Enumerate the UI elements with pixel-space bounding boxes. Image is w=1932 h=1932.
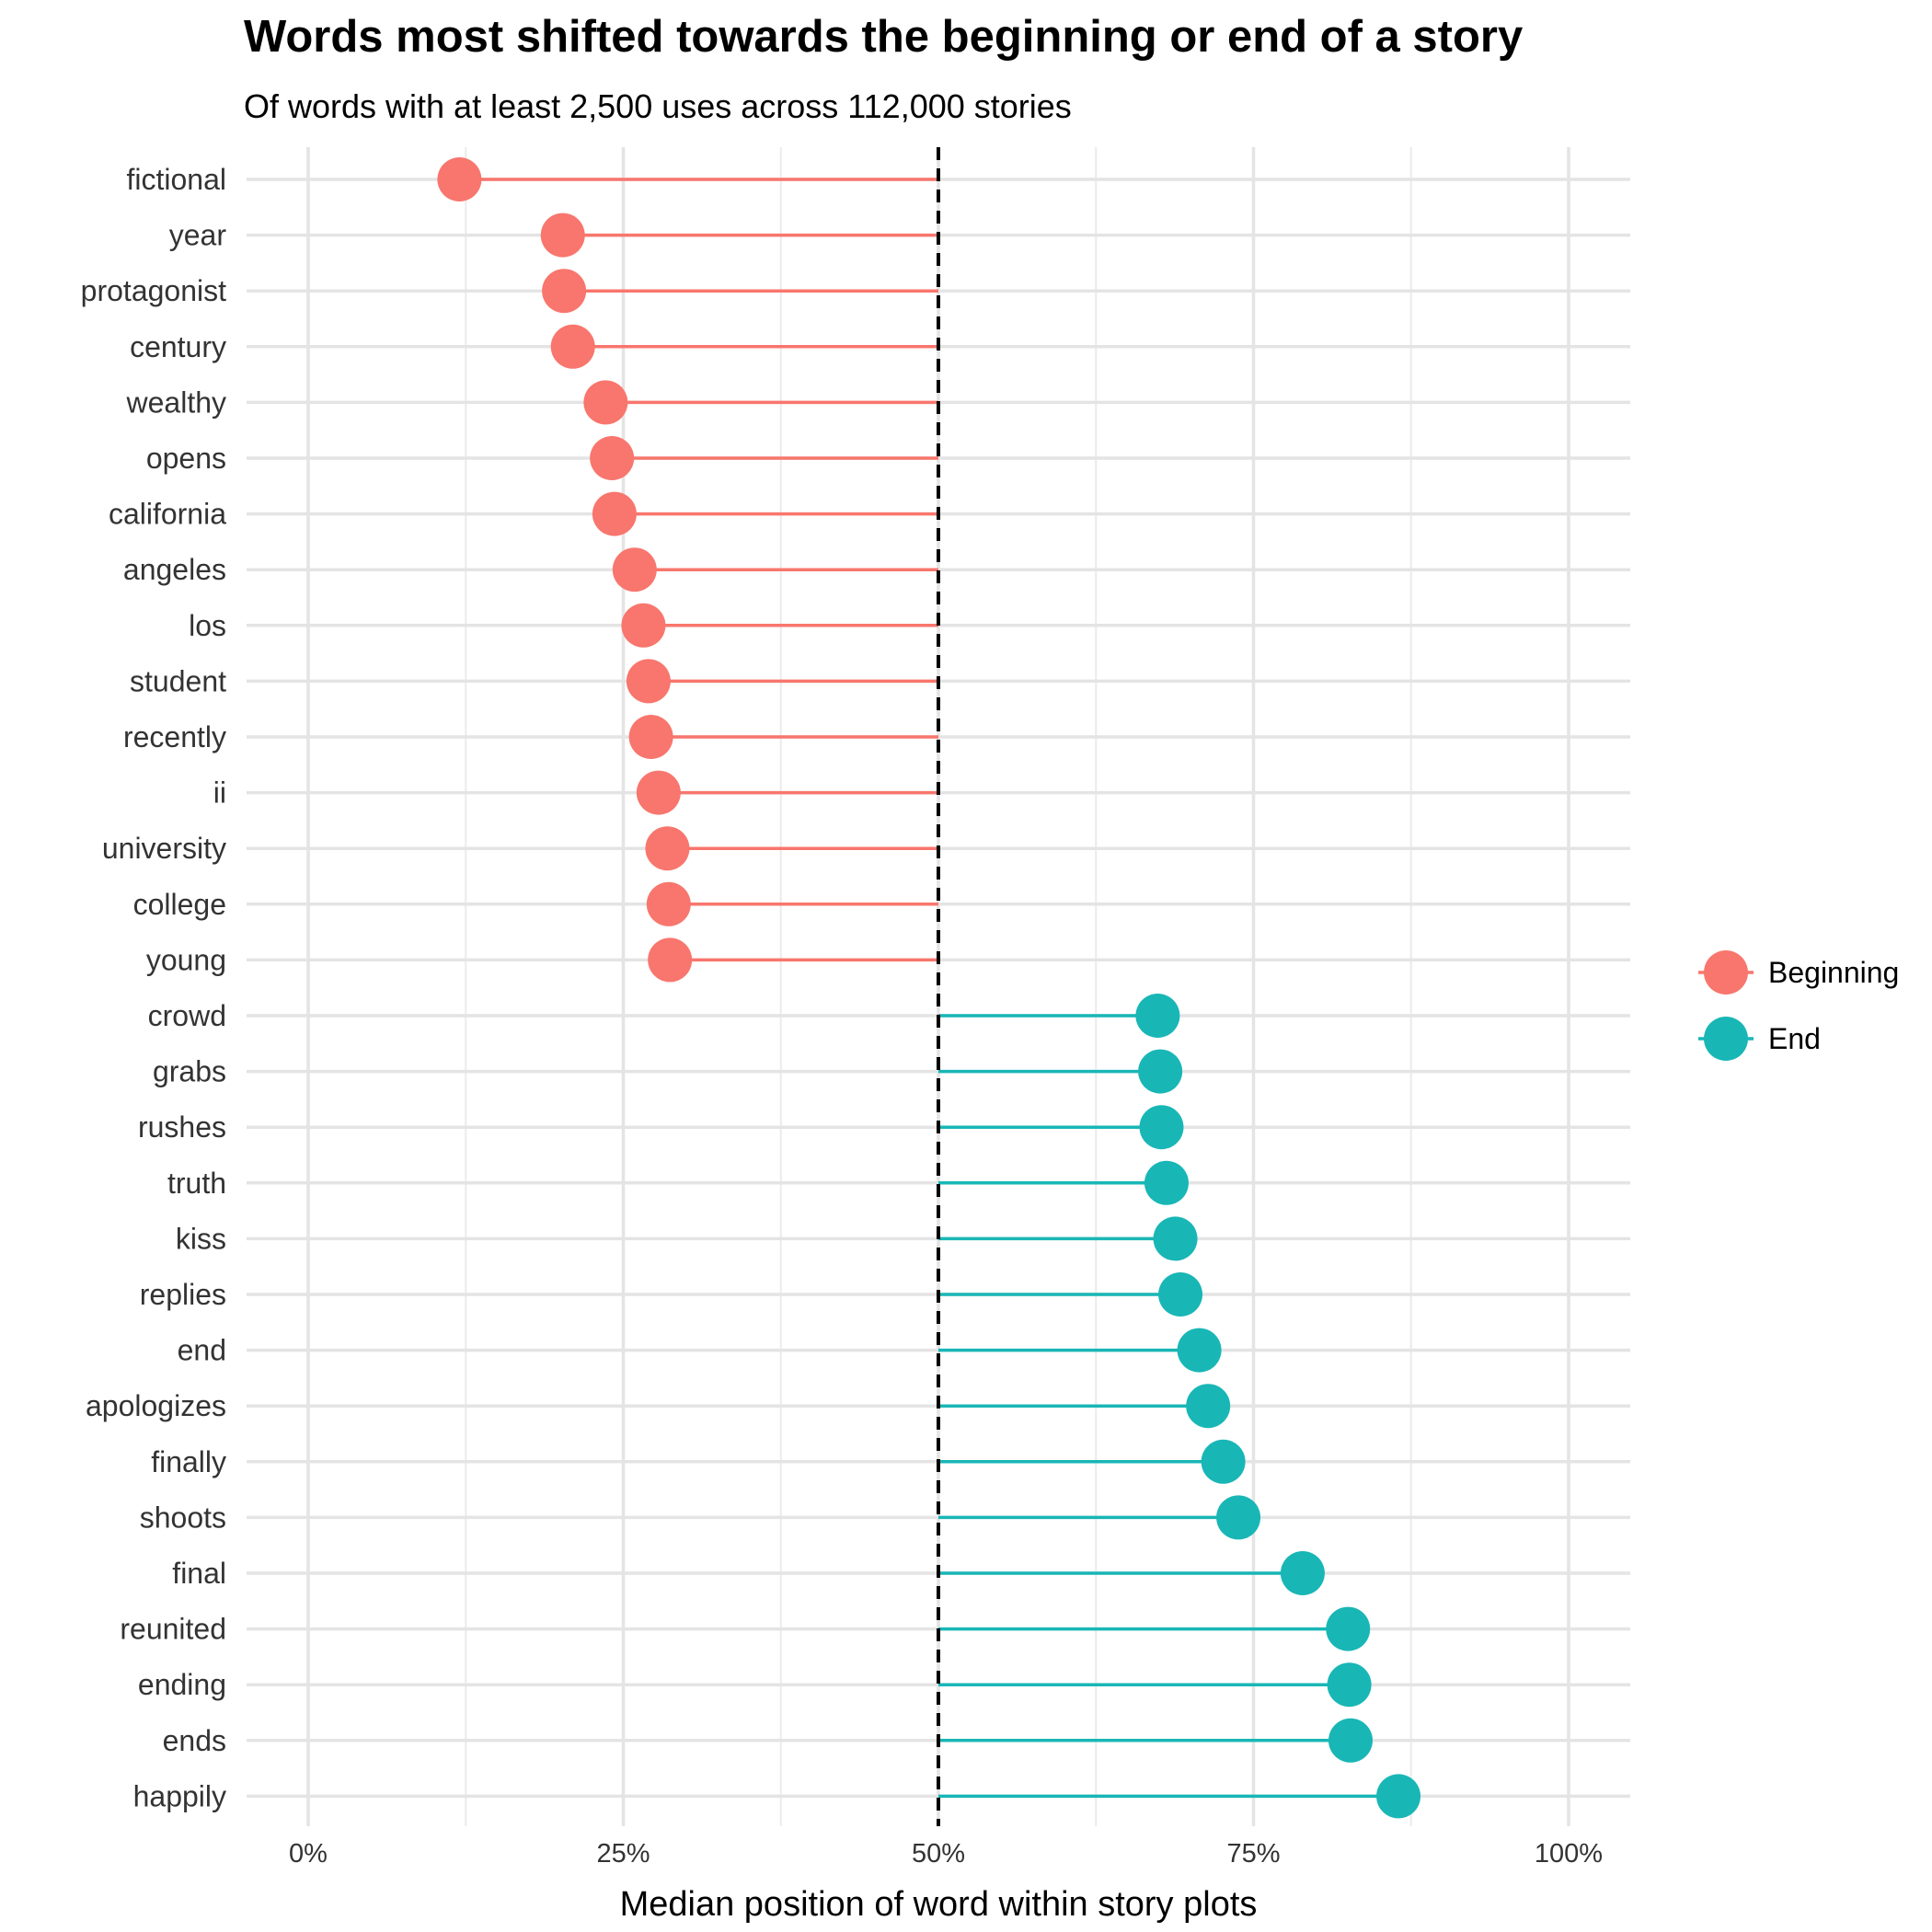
y-tick-label: student [130, 664, 226, 697]
y-tick-label: university [102, 832, 226, 865]
y-tick-label: protagonist [81, 274, 226, 307]
lollipop-dot [1158, 1272, 1203, 1317]
y-tick-label: college [133, 888, 226, 921]
lollipop-dot [645, 826, 690, 871]
y-tick-label: replies [140, 1278, 226, 1311]
y-tick-label: final [172, 1557, 226, 1590]
lollipop-dot [1139, 1105, 1184, 1150]
y-tick-label: truth [167, 1167, 226, 1200]
lollipop-dot [1144, 1160, 1189, 1205]
lollipop-dot [550, 324, 595, 369]
y-tick-label: end [178, 1334, 226, 1367]
lollipop-dot [1216, 1495, 1261, 1540]
lollipop-dot [590, 436, 635, 480]
lollipop-dot [437, 157, 482, 201]
x-tick-label: 50% [912, 1839, 965, 1869]
lollipop-dots [437, 157, 1421, 1819]
lollipop-dot [540, 213, 585, 258]
lollipop-dot [1135, 994, 1180, 1038]
legend-key-dot [1704, 950, 1748, 995]
x-tick-label: 100% [1535, 1839, 1603, 1869]
chart-subtitle: Of words with at least 2,500 uses across… [244, 87, 1072, 125]
x-axis-tick-labels: 0% 25% 50% 75% 100% [289, 1839, 1603, 1869]
lollipop-dot [1328, 1718, 1373, 1763]
y-tick-label: kiss [176, 1222, 226, 1255]
lollipop-dot [626, 659, 671, 704]
y-tick-label: century [130, 330, 226, 363]
y-tick-label: year [169, 219, 227, 252]
y-tick-label: california [109, 498, 226, 531]
y-tick-label: ii [213, 776, 226, 810]
y-tick-label: grabs [153, 1055, 226, 1088]
lollipop-dot [592, 491, 637, 536]
y-tick-label: angeles [123, 553, 226, 586]
y-tick-label: crowd [148, 999, 226, 1032]
lollipop-dot [612, 547, 657, 592]
y-tick-label: young [146, 943, 226, 976]
lollipop-dot [1138, 1049, 1183, 1094]
y-tick-label: ends [163, 1724, 226, 1757]
lollipop-dot [628, 715, 673, 759]
y-tick-label: opens [146, 442, 226, 475]
y-tick-label: finally [151, 1445, 226, 1478]
lollipop-dot [1186, 1384, 1231, 1429]
y-tick-label: happily [133, 1779, 226, 1812]
legend-label: End [1768, 1022, 1821, 1055]
y-tick-label: shoots [140, 1501, 226, 1534]
x-tick-label: 25% [596, 1839, 650, 1869]
lollipop-stems [459, 178, 1399, 1799]
y-axis-tick-labels: fictional year protagonist century wealthy op… [81, 163, 227, 1812]
lollipop-dot [1177, 1328, 1222, 1373]
lollipop-dot [1153, 1216, 1198, 1261]
y-tick-label: reunited [120, 1613, 226, 1646]
legend-key-dot [1704, 1017, 1748, 1061]
y-tick-label: apologizes [86, 1389, 226, 1422]
y-tick-label: fictional [127, 163, 227, 196]
legend: Beginning End [1698, 950, 1899, 1061]
y-tick-label: rushes [138, 1110, 226, 1144]
lollipop-dot [1280, 1551, 1325, 1595]
legend-label: Beginning [1768, 956, 1899, 989]
lollipop-dot [636, 770, 681, 815]
lollipop-dot [621, 603, 666, 648]
lollipop-dot [646, 881, 691, 926]
y-tick-label: ending [138, 1668, 226, 1701]
x-tick-label: 0% [289, 1839, 328, 1869]
lollipop-dot [1326, 1606, 1371, 1651]
lollipop-dot [1201, 1439, 1246, 1484]
lollipop-dot [542, 269, 587, 314]
chart-title: Words most shifted towards the beginning… [244, 12, 1524, 62]
y-tick-label: los [189, 609, 226, 642]
lollipop-dot [648, 937, 693, 983]
lollipop-dot [1376, 1774, 1421, 1819]
lollipop-dot [583, 380, 628, 425]
lollipop-dot [1327, 1662, 1372, 1708]
y-tick-label: wealthy [126, 385, 227, 419]
x-tick-label: 75% [1226, 1839, 1280, 1869]
y-tick-label: recently [123, 720, 226, 753]
x-axis-label: Median position of word within story plo… [620, 1885, 1258, 1924]
